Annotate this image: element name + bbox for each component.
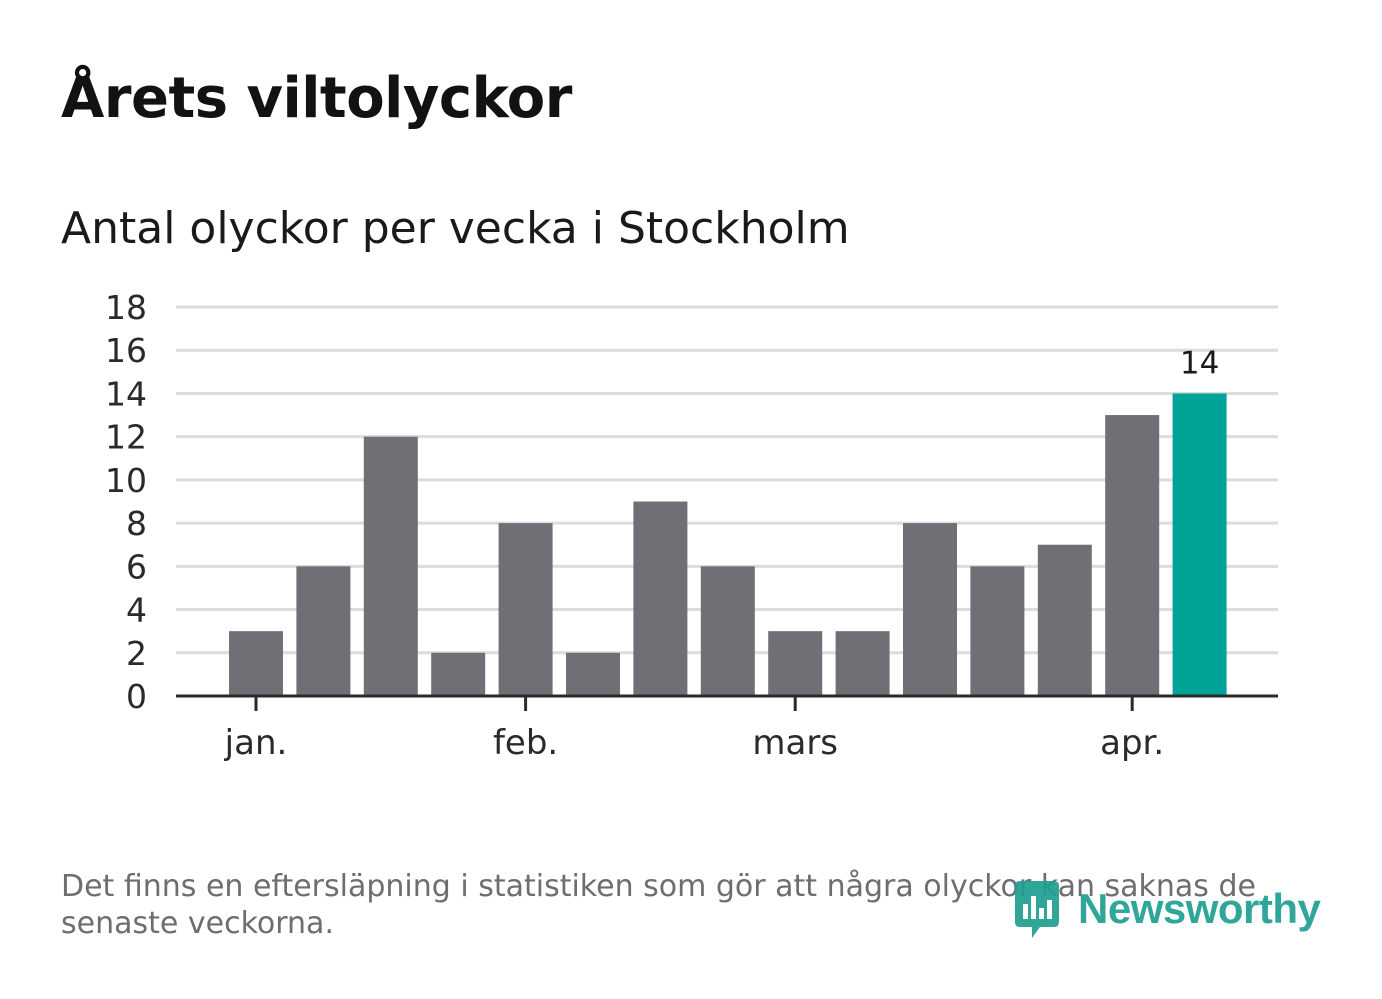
y-tick-label: 18: [105, 288, 147, 327]
x-axis-ticks: jan. feb. mars apr.: [224, 696, 1164, 763]
newsworthy-logo: Newsworthy: [1012, 878, 1321, 940]
y-tick-label: 6: [126, 547, 147, 586]
bar: [363, 436, 418, 696]
bar: [566, 652, 620, 696]
bar: [431, 652, 486, 696]
x-tick-label: jan.: [224, 723, 288, 763]
bar: [296, 566, 351, 696]
bar-value-label: 14: [1180, 345, 1219, 381]
y-tick-label: 2: [126, 634, 147, 673]
bar-highlight: [1172, 393, 1227, 696]
newsworthy-chart-icon: [1015, 881, 1059, 938]
bar: [970, 566, 1025, 696]
bar: [700, 566, 755, 696]
bar: [1105, 415, 1160, 696]
bar: [903, 523, 957, 696]
bar: [835, 631, 890, 696]
bar: [229, 631, 283, 696]
chart-subtitle: Antal olyckor per vecka i Stockholm: [61, 203, 850, 254]
y-tick-label: 4: [126, 591, 147, 630]
y-tick-label: 8: [126, 504, 147, 543]
bar: [1037, 544, 1092, 696]
bar: [633, 501, 688, 696]
x-tick-label: mars: [752, 723, 838, 763]
y-tick-label: 10: [105, 461, 147, 500]
y-tick-label: 12: [105, 418, 147, 457]
bar: [498, 523, 553, 696]
y-tick-label: 14: [105, 374, 147, 413]
y-tick-label: 0: [126, 677, 147, 716]
data-labels: 14: [1180, 345, 1219, 381]
x-tick-label: feb.: [493, 723, 558, 763]
y-tick-label: 16: [105, 331, 147, 370]
bars: [229, 393, 1227, 696]
newsworthy-wordmark: Newsworthy: [1078, 885, 1321, 932]
chart-title: Årets viltolyckor: [61, 66, 572, 131]
x-tick-label: apr.: [1100, 723, 1164, 763]
y-axis-ticks: 0 2 4 6 8 10 12 14 16 18: [105, 288, 147, 716]
bar: [768, 631, 823, 696]
